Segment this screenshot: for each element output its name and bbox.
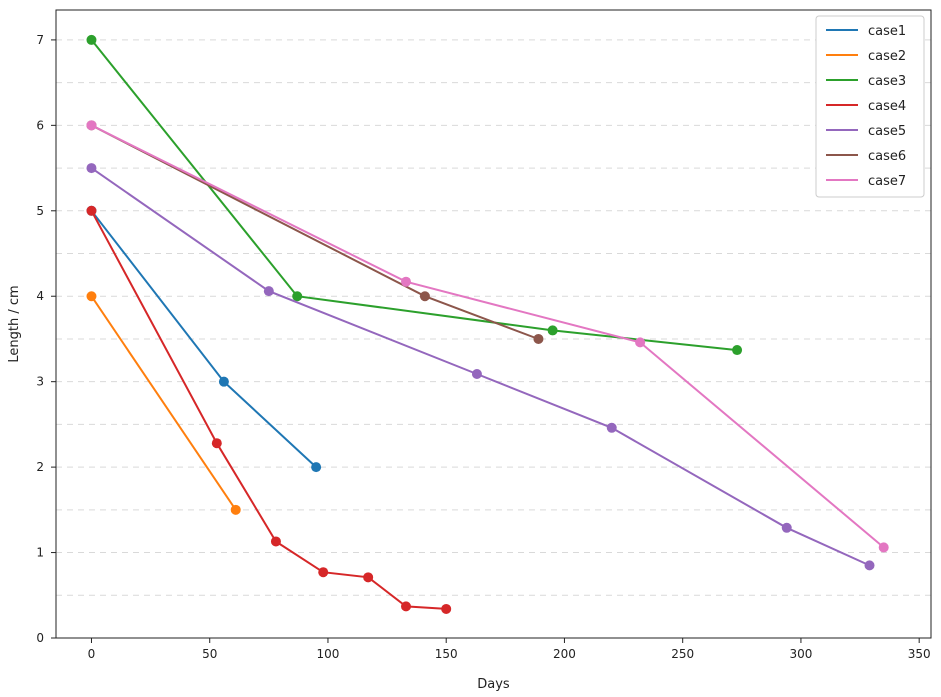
data-point: [230, 504, 241, 515]
data-point: [292, 291, 303, 302]
data-point: [86, 163, 97, 174]
data-point: [547, 325, 558, 336]
series-line: [90, 210, 447, 610]
x-tick-label: 100: [317, 647, 340, 661]
plot-series: [86, 34, 889, 614]
legend-label: case5: [868, 124, 906, 139]
x-tick-label: 0: [88, 647, 96, 661]
legend-label: case4: [868, 99, 906, 114]
series-case4: [86, 205, 452, 614]
data-point: [401, 601, 411, 612]
y-tick-label: 3: [36, 375, 44, 389]
series-line: [91, 124, 885, 549]
data-point: [471, 368, 482, 379]
series-case3: [86, 34, 743, 356]
x-tick-label: 150: [435, 647, 458, 661]
data-point: [732, 345, 743, 356]
data-point: [864, 560, 875, 571]
data-point: [878, 542, 889, 553]
series-line: [91, 124, 539, 340]
series-line: [90, 295, 237, 511]
y-tick-label: 1: [36, 546, 44, 560]
legend-label: case1: [868, 24, 906, 39]
y-tick-label: 2: [36, 460, 44, 474]
plot-area-frame: [55, 9, 932, 639]
x-axis-title: Days: [477, 677, 510, 692]
y-tick-label: 4: [36, 289, 44, 303]
data-point: [401, 276, 411, 287]
y-tick-label: 0: [36, 631, 44, 645]
data-point: [211, 438, 222, 449]
legend-label: case6: [868, 149, 906, 164]
data-point: [86, 205, 97, 216]
y-axis-ticks: 0 1 2 3 4 5 6 7: [36, 33, 56, 645]
y-tick-label: 5: [36, 204, 44, 218]
legend: case1 case2 case3 case4 case5 case6 case7: [815, 15, 925, 198]
grid-lines: [56, 39, 931, 596]
series-case5: [86, 163, 875, 571]
series-case2: [86, 291, 241, 515]
data-point: [363, 572, 374, 583]
data-point: [606, 422, 617, 433]
legend-box: [815, 15, 925, 198]
data-point: [781, 522, 792, 533]
series-case7: [86, 120, 889, 553]
series-line: [90, 167, 870, 567]
legend-label: case2: [868, 49, 906, 64]
data-point: [533, 333, 544, 344]
data-point: [318, 567, 329, 578]
data-point: [441, 603, 452, 614]
data-point: [635, 337, 646, 348]
y-tick-label: 6: [36, 118, 44, 132]
data-point: [419, 291, 430, 302]
x-axis-ticks: 0 50 100 150 200 250 300 350: [88, 638, 931, 661]
data-point: [86, 291, 97, 302]
x-tick-label: 300: [789, 647, 812, 661]
series-line: [90, 39, 738, 352]
x-tick-label: 50: [202, 647, 217, 661]
x-tick-label: 350: [908, 647, 931, 661]
legend-label: case3: [868, 74, 906, 89]
y-axis-title: Length / cm: [7, 285, 22, 362]
legend-label: case7: [868, 174, 906, 189]
data-point: [311, 462, 322, 473]
y-tick-label: 7: [36, 33, 44, 47]
data-point: [86, 34, 97, 45]
data-point: [86, 120, 97, 131]
data-point: [263, 286, 274, 297]
x-tick-label: 250: [671, 647, 694, 661]
x-tick-label: 200: [553, 647, 576, 661]
data-point: [218, 376, 229, 387]
data-point: [270, 536, 281, 547]
